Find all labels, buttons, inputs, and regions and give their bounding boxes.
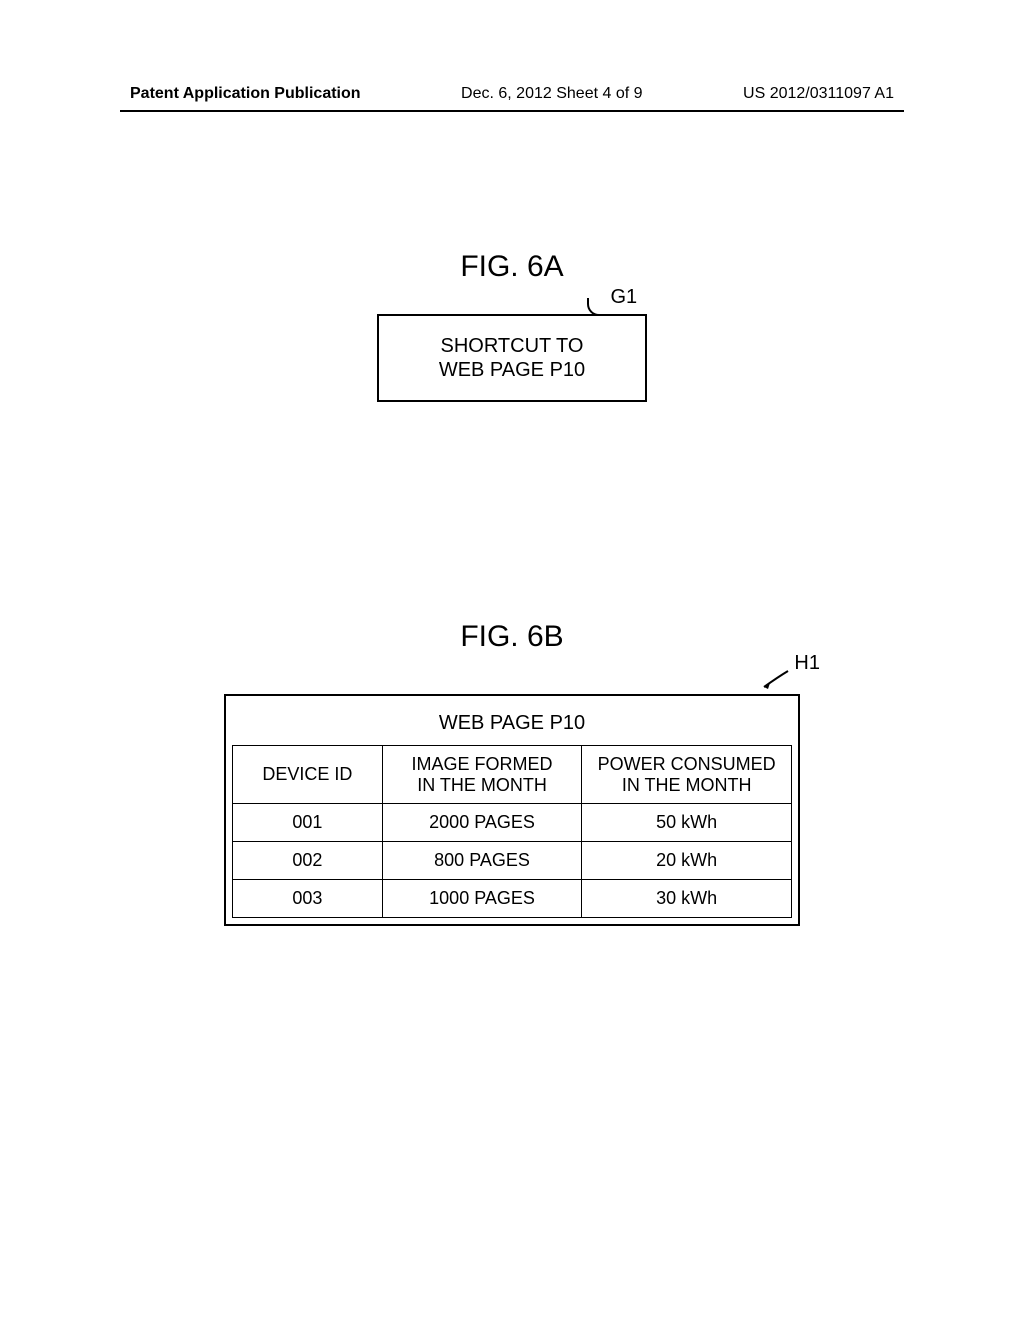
column-power-consumed-line2: IN THE MONTH bbox=[622, 775, 752, 795]
shortcut-line2: WEB PAGE P10 bbox=[439, 359, 585, 381]
column-device-id: DEVICE ID bbox=[233, 746, 383, 804]
web-page-table-outer: WEB PAGE P10 DEVICE ID IMAGE FORMED IN T… bbox=[224, 694, 800, 926]
device-data-table: DEVICE ID IMAGE FORMED IN THE MONTH POWE… bbox=[232, 745, 792, 918]
cell-images: 1000 PAGES bbox=[382, 880, 582, 918]
figure-6b-table-container: H1 WEB PAGE P10 DEVICE ID IMAGE FORMED I… bbox=[224, 694, 800, 926]
header-divider bbox=[120, 110, 904, 112]
figure-6a-title: FIG. 6A bbox=[0, 250, 1024, 284]
table-row: 003 1000 PAGES 30 kWh bbox=[233, 880, 792, 918]
figure-6b-title: FIG. 6B bbox=[0, 620, 1024, 654]
reference-label-h1: H1 bbox=[794, 652, 820, 675]
shortcut-line1: SHORTCUT TO bbox=[440, 335, 583, 357]
column-power-consumed-line1: POWER CONSUMED bbox=[598, 754, 776, 774]
cell-power: 20 kWh bbox=[582, 842, 792, 880]
web-page-table-title: WEB PAGE P10 bbox=[232, 702, 792, 745]
column-image-formed-line1: IMAGE FORMED bbox=[412, 754, 553, 774]
shortcut-box: SHORTCUT TO WEB PAGE P10 bbox=[377, 314, 647, 402]
reference-label-g1: G1 bbox=[610, 286, 637, 309]
cell-power: 30 kWh bbox=[582, 880, 792, 918]
page-header: Patent Application Publication Dec. 6, 2… bbox=[0, 85, 1024, 103]
column-power-consumed: POWER CONSUMED IN THE MONTH bbox=[582, 746, 792, 804]
cell-device-id: 003 bbox=[233, 880, 383, 918]
table-header-row: DEVICE ID IMAGE FORMED IN THE MONTH POWE… bbox=[233, 746, 792, 804]
header-publication-number: US 2012/0311097 A1 bbox=[743, 85, 894, 103]
table-row: 002 800 PAGES 20 kWh bbox=[233, 842, 792, 880]
shortcut-box-text: SHORTCUT TO WEB PAGE P10 bbox=[439, 334, 585, 382]
cell-device-id: 001 bbox=[233, 804, 383, 842]
figure-6a: FIG. 6A G1 SHORTCUT TO WEB PAGE P10 bbox=[0, 250, 1024, 402]
column-image-formed-line2: IN THE MONTH bbox=[417, 775, 547, 795]
cell-images: 800 PAGES bbox=[382, 842, 582, 880]
cell-device-id: 002 bbox=[233, 842, 383, 880]
table-row: 001 2000 PAGES 50 kWh bbox=[233, 804, 792, 842]
figure-6b: FIG. 6B H1 WEB PAGE P10 DEVICE ID IMAGE … bbox=[0, 620, 1024, 926]
figure-6a-box-container: G1 SHORTCUT TO WEB PAGE P10 bbox=[377, 314, 647, 402]
column-image-formed: IMAGE FORMED IN THE MONTH bbox=[382, 746, 582, 804]
reference-lead-line-g1 bbox=[587, 298, 612, 316]
cell-power: 50 kWh bbox=[582, 804, 792, 842]
reference-lead-arrow-h1 bbox=[760, 669, 790, 689]
header-publication-type: Patent Application Publication bbox=[130, 85, 361, 103]
cell-images: 2000 PAGES bbox=[382, 804, 582, 842]
header-date-sheet: Dec. 6, 2012 Sheet 4 of 9 bbox=[461, 85, 642, 103]
